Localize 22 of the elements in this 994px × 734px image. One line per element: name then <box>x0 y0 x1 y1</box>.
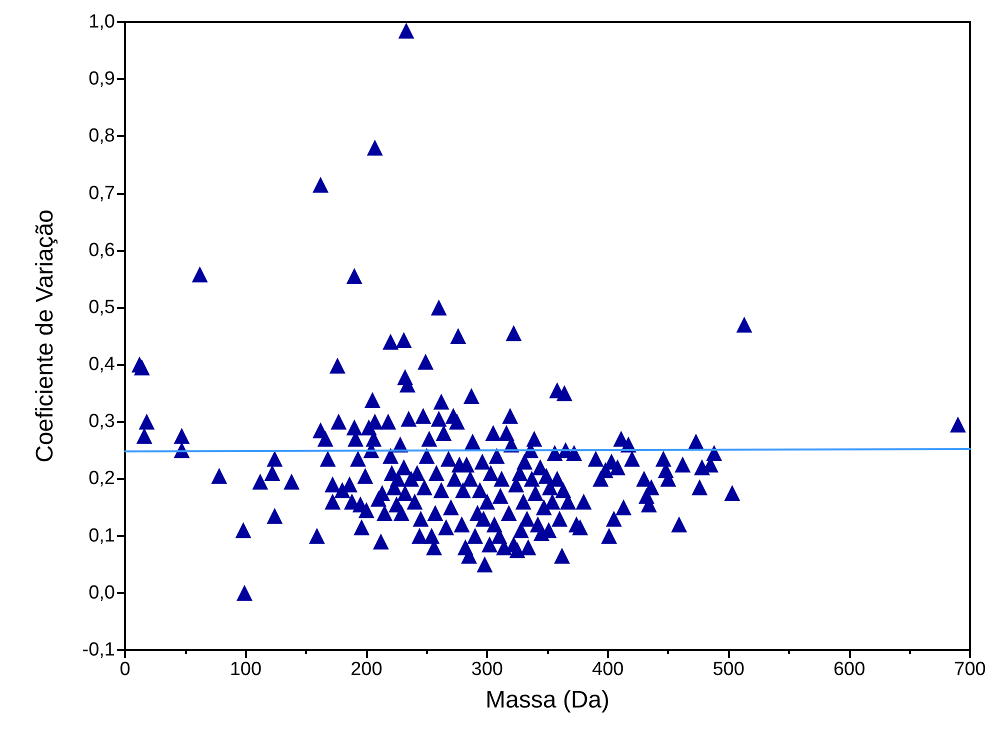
y-tick-label: 0,7 <box>88 182 115 204</box>
x-tick-label: 100 <box>230 659 262 680</box>
x-tick-label: 400 <box>592 659 624 680</box>
y-tick-label: 0,0 <box>88 582 115 604</box>
x-axis-title: Massa (Da) <box>485 686 610 714</box>
x-tick-label: 300 <box>471 659 503 680</box>
y-tick-label: 0,6 <box>88 240 115 261</box>
y-tick-label: 0,9 <box>88 68 115 90</box>
y-tick-label: 0,5 <box>88 296 115 318</box>
y-tick-label: 0,2 <box>88 468 115 490</box>
x-tick-label: 200 <box>350 659 382 680</box>
x-tick-label: 500 <box>712 659 744 680</box>
x-tick-label: 700 <box>954 659 986 680</box>
y-tick-label: 0,3 <box>88 411 115 432</box>
y-tick-label: 0,1 <box>88 525 115 546</box>
y-tick-label: 0,4 <box>88 354 116 376</box>
x-tick-label: 0 <box>120 659 130 680</box>
y-tick-label: 0,8 <box>88 126 115 147</box>
y-tick-label: 1,0 <box>88 12 115 32</box>
y-tick-label: -0,1 <box>82 640 115 660</box>
y-axis-title: Coeficiente de Variação <box>32 209 58 463</box>
x-tick-label: 600 <box>833 659 866 680</box>
